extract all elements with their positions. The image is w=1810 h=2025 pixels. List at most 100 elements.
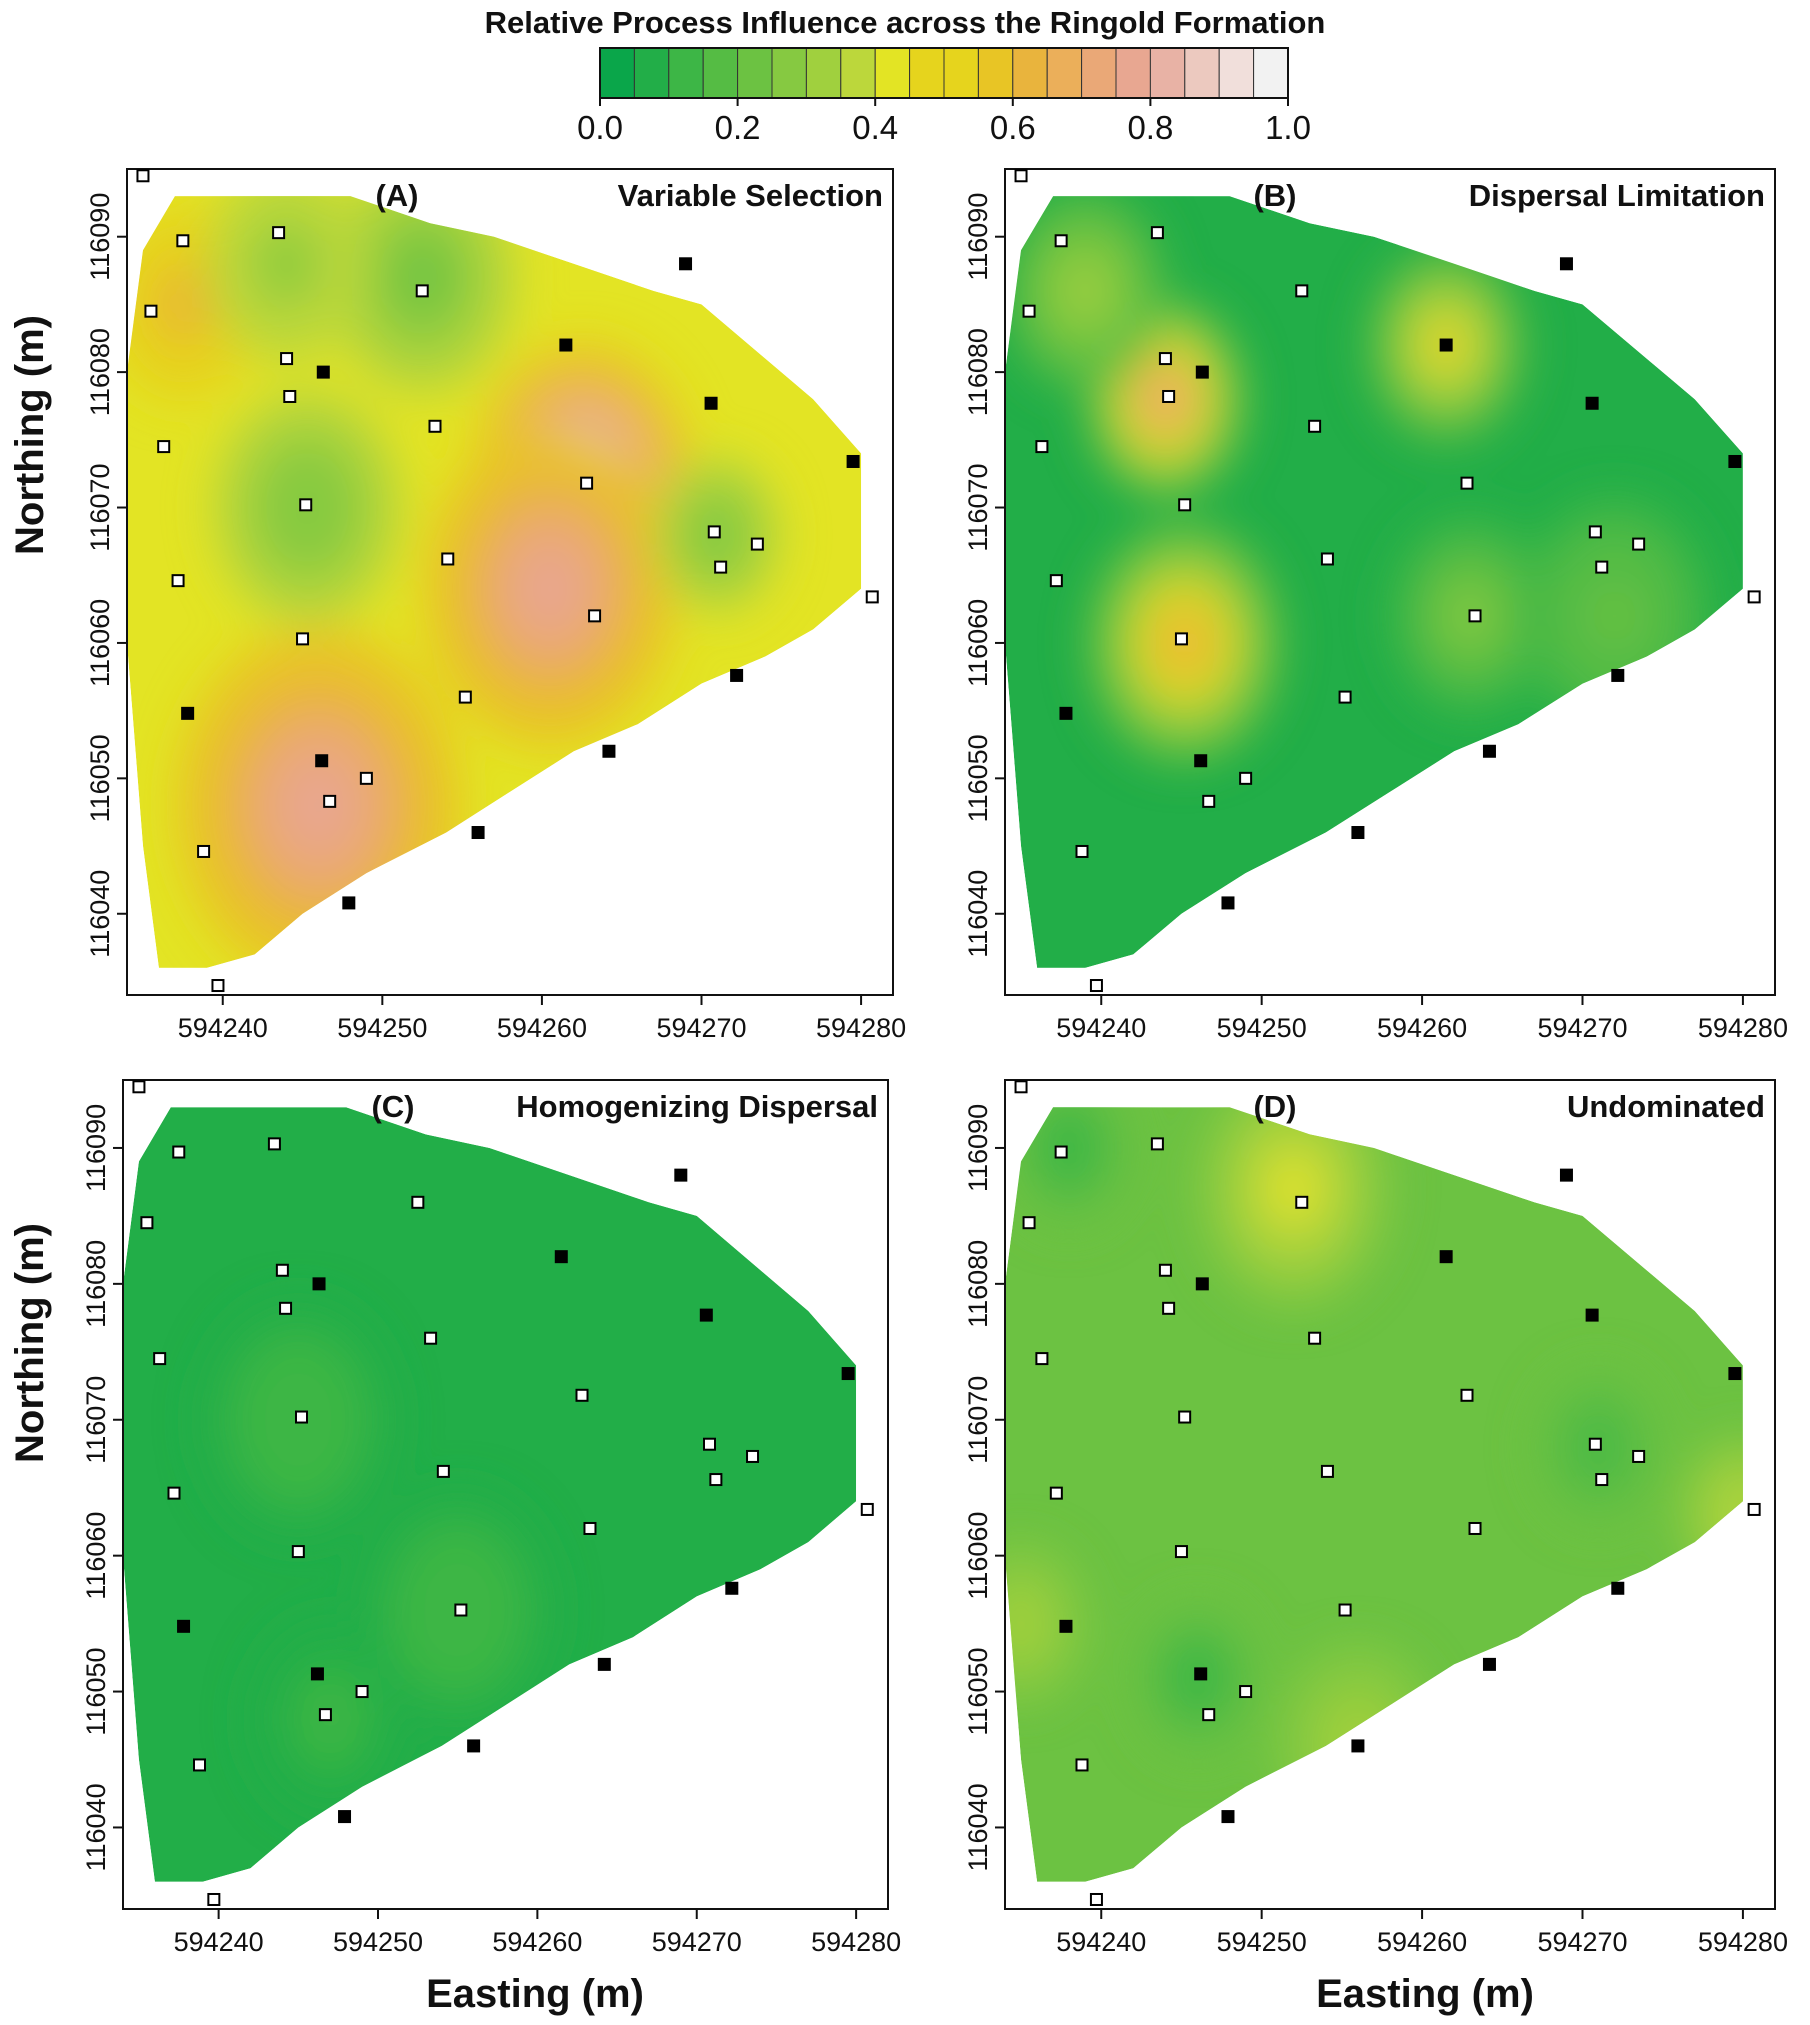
site-marker-open [1239, 1685, 1253, 1699]
site-marker-open [1089, 1892, 1103, 1906]
site-marker-open [172, 1145, 186, 1159]
colorbar-bin [668, 47, 704, 99]
site-marker-open [132, 1080, 146, 1094]
x-tick-label: 594240 [1056, 1927, 1146, 1957]
contour-blob [162, 279, 203, 330]
site-marker-open [583, 1521, 597, 1535]
site-marker-open [153, 1352, 167, 1366]
site-marker-filled [1351, 826, 1365, 840]
site-marker-open [1158, 352, 1172, 366]
colorbar-bin [633, 47, 670, 99]
contour-blob [282, 760, 355, 851]
y-tick-label: 116090 [85, 193, 115, 281]
site-marker-open [1054, 1145, 1068, 1159]
site-marker-open [283, 389, 297, 403]
site-marker-open [359, 771, 373, 785]
panel-name: Homogenizing Dispersal [516, 1089, 878, 1124]
y-tick-label: 116070 [85, 463, 115, 551]
contour-field [123, 1107, 857, 1882]
site-marker-filled [315, 754, 329, 768]
contour-blob [1710, 1474, 1743, 1555]
site-marker-open [1174, 632, 1188, 646]
site-marker-filled [704, 396, 718, 410]
site-marker-open [746, 1449, 760, 1463]
site-marker-open [1468, 609, 1482, 623]
colorbar-bin [1253, 47, 1289, 99]
figure-title: Relative Process Influence across the Ri… [485, 5, 1326, 40]
site-marker-open [299, 498, 313, 512]
site-marker-open [1158, 1263, 1172, 1277]
site-marker-open [1178, 1410, 1192, 1424]
site-marker-open [1338, 690, 1352, 704]
site-marker-filled [1728, 1367, 1742, 1381]
site-marker-filled [1482, 1657, 1496, 1671]
x-tick-label: 594270 [1537, 1927, 1627, 1957]
site-marker-open [197, 844, 211, 858]
site-marker-open [860, 1502, 874, 1516]
site-marker-filled [1559, 257, 1573, 271]
y-tick-label: 116090 [963, 193, 993, 281]
site-marker-open [1632, 537, 1646, 551]
y-tick-label: 116050 [963, 734, 993, 822]
colorbar-tick-label: 0.0 [577, 109, 623, 146]
site-marker-open [1022, 1216, 1036, 1230]
site-marker-open [1239, 771, 1253, 785]
colorbar-bin [737, 47, 773, 99]
panel-frame [1004, 168, 1776, 996]
panels: 594240 594250 594260 594270 594280 116040 1160… [81, 168, 1788, 1957]
x-tick-label: 594260 [1377, 1013, 1467, 1043]
y-tick-label: 116040 [963, 870, 993, 958]
colorbar-bin [702, 47, 739, 99]
x-tick-label: 594260 [1377, 1927, 1467, 1957]
y-tick-label: 116070 [81, 1376, 111, 1464]
site-marker-open [1202, 794, 1216, 808]
contour-blob [266, 238, 307, 289]
site-marker-filled [1194, 754, 1208, 768]
y-tick-label: 116070 [963, 1376, 993, 1464]
colorbar-tick-label: 0.8 [1127, 109, 1173, 146]
site-marker-open [167, 1486, 181, 1500]
x-axis-label-right: Easting (m) [1316, 1972, 1534, 2016]
site-marker-open [1338, 1603, 1352, 1617]
colorbar-bin [1012, 47, 1048, 99]
y-tick-label: 116040 [85, 870, 115, 958]
site-marker-open [318, 1708, 332, 1722]
site-marker-open [1049, 1486, 1063, 1500]
site-marker-filled [177, 1619, 191, 1633]
site-marker-open [1035, 1352, 1049, 1366]
x-tick-label: 594260 [497, 1013, 587, 1043]
site-marker-filled [310, 1667, 324, 1681]
site-marker-open [1174, 1545, 1188, 1559]
site-marker-filled [316, 365, 330, 379]
site-marker-open [1150, 226, 1164, 240]
site-marker-open [436, 1464, 450, 1478]
colorbar-bin [1149, 47, 1186, 99]
site-marker-open [865, 590, 879, 604]
site-marker-open [1150, 1137, 1164, 1151]
colorbar-tick-label: 0.6 [990, 109, 1036, 146]
site-marker-filled [1439, 338, 1453, 352]
y-tick-label: 116060 [963, 599, 993, 687]
contour-blob [1590, 585, 1639, 646]
panel-c: 594240 594250 594260 594270 594280 116040 1160… [81, 1079, 901, 1957]
x-tick-label: 594250 [1217, 1927, 1307, 1957]
site-marker-filled [1611, 1581, 1625, 1595]
site-marker-open [176, 234, 190, 248]
site-marker-open [1747, 1502, 1761, 1516]
site-marker-open [1162, 1301, 1176, 1315]
contour-field [127, 196, 862, 968]
site-marker-open [588, 609, 602, 623]
x-tick-label: 594250 [333, 1927, 423, 1957]
y-tick-label: 116050 [81, 1648, 111, 1736]
x-tick-label: 594260 [492, 1927, 582, 1957]
contour-field [1005, 196, 1743, 968]
colorbar-bin [805, 47, 842, 99]
site-marker-open [1308, 1331, 1322, 1345]
site-marker-filled [1059, 1619, 1073, 1633]
site-marker-open [411, 1195, 425, 1209]
colorbar-tick-label: 1.0 [1265, 109, 1311, 146]
site-marker-filled [1585, 1308, 1599, 1322]
panel-frame [1004, 1079, 1776, 1910]
site-marker-filled [1559, 1168, 1573, 1182]
x-tick-label: 594240 [174, 1927, 264, 1957]
